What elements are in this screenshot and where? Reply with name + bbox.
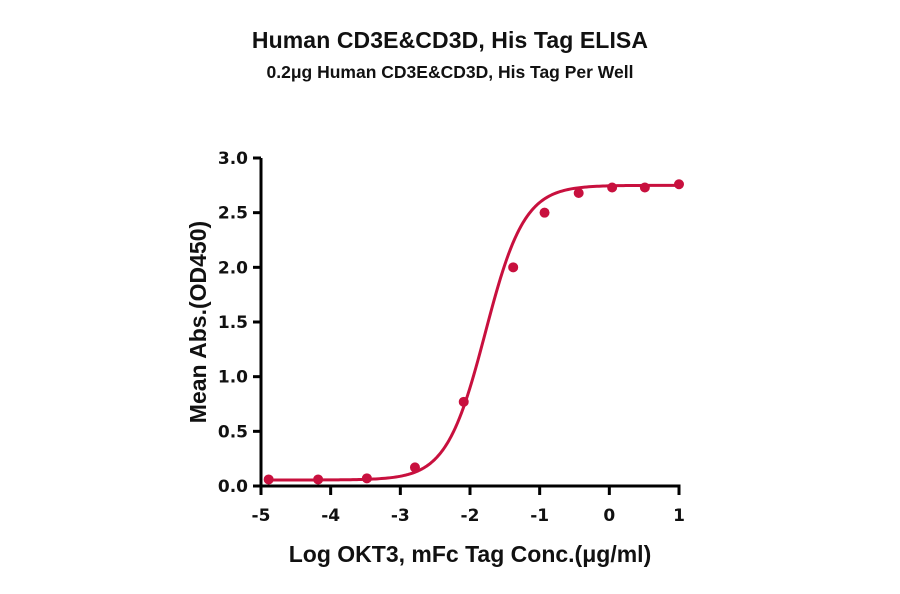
- axes: 0.0 0.5 1.0 1.5 2.0 2.5 3.0 -5 -4 -3 -2 -1 0 1: [218, 149, 685, 526]
- x-axis-title: Log OKT3, mFc Tag Conc.(μg/ml): [289, 541, 651, 567]
- x-tick-label: 0: [603, 506, 615, 526]
- y-tick-label: 3.0: [218, 149, 248, 169]
- y-tick-label: 0.5: [218, 422, 248, 442]
- x-tick-label: -1: [530, 506, 549, 526]
- fit-curve: [268, 183, 679, 482]
- y-tick-label: 2.5: [218, 204, 248, 224]
- x-tick-label: -3: [391, 506, 410, 526]
- x-tick-label: 1: [673, 506, 685, 526]
- data-point: [361, 473, 372, 484]
- x-tick-label: -2: [461, 506, 480, 526]
- data-point: [458, 396, 469, 407]
- data-point: [607, 182, 618, 193]
- x-tick-label: -4: [321, 506, 340, 526]
- data-point: [313, 474, 324, 485]
- y-tick-label: 1.0: [218, 368, 248, 388]
- data-point: [539, 207, 550, 218]
- data-point: [508, 262, 519, 273]
- y-axis-title: Mean Abs.(OD450): [185, 221, 211, 423]
- y-tick-label: 2.0: [218, 258, 248, 278]
- data-point: [409, 462, 420, 473]
- data-point: [263, 474, 274, 485]
- data-point: [573, 187, 584, 198]
- data-point: [674, 179, 684, 190]
- x-tick-label: -5: [252, 506, 271, 526]
- y-tick-label: 1.5: [218, 313, 248, 333]
- chart-title: Human CD3E&CD3D, His Tag ELISA: [251, 27, 649, 53]
- y-tick-label: 0.0: [218, 477, 248, 497]
- data-point: [639, 182, 650, 193]
- chart-subtitle: 0.2μg Human CD3E&CD3D, His Tag Per Well: [266, 62, 634, 82]
- data-points: [263, 179, 684, 485]
